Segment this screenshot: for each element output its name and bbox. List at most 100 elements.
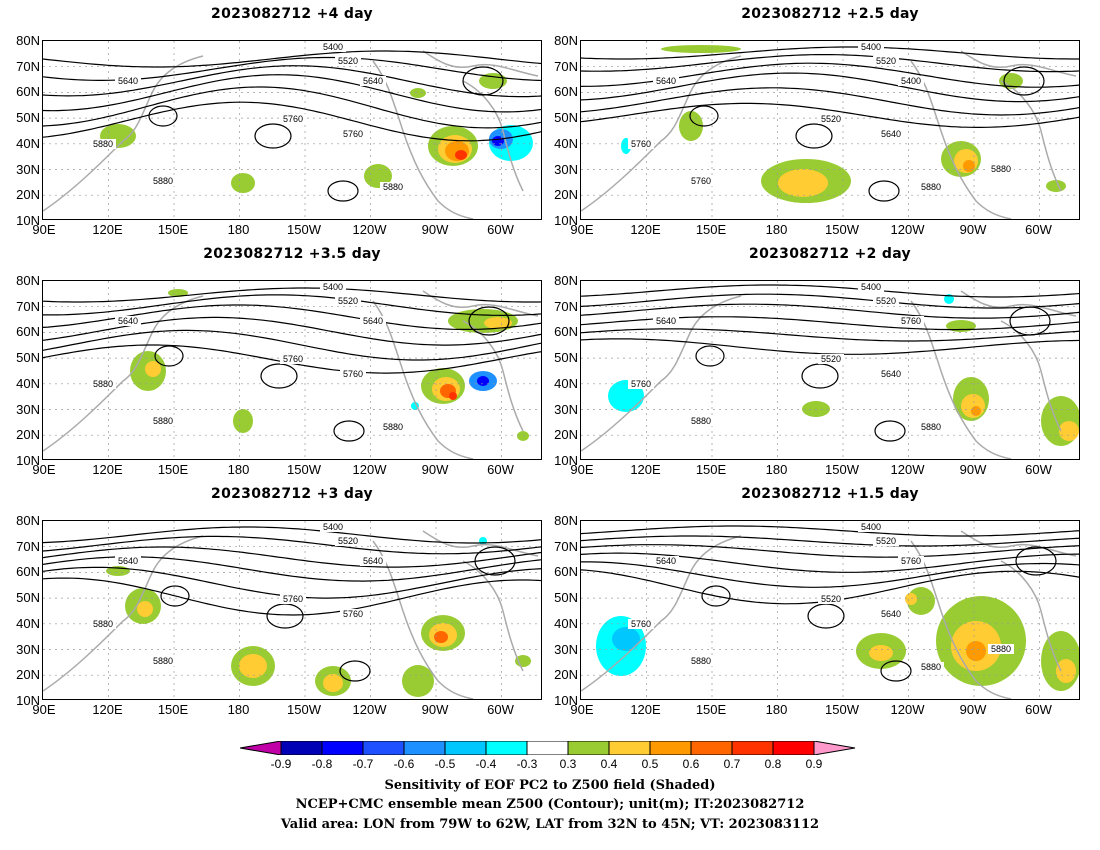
lon-tick-label: 150W: [287, 222, 321, 237]
colorbar-tick-label: -0.8: [311, 757, 333, 771]
contour-label: 5760: [283, 594, 303, 604]
lon-tick-label: 90W: [421, 702, 449, 717]
coastline: [372, 60, 474, 219]
contour-label: 5640: [881, 129, 901, 139]
lon-tick-label: 150E: [157, 702, 189, 717]
lon-tick-label: 150W: [287, 702, 321, 717]
lat-tick-label: 60N: [16, 564, 40, 580]
z500-closed-contour: [148, 105, 178, 127]
contour-label: 5520: [821, 354, 841, 364]
lat-tick-label: 50N: [16, 350, 40, 366]
colorbar-tick-label: 0.3: [559, 757, 577, 771]
z500-closed-contour: [880, 660, 912, 682]
contour-label: 5520: [338, 536, 358, 546]
z500-closed-contour: [874, 420, 906, 442]
z500-contour: [43, 65, 541, 98]
z500-contour: [581, 46, 1079, 60]
sensitivity-shading: [1059, 421, 1079, 441]
map-panel-3: 5400 5520 5640 5640 5760 5760 5880 5880 5880: [42, 280, 542, 460]
lon-tick-label: 180: [765, 222, 788, 237]
colorbar-swatch: [690, 741, 733, 755]
contour-label: 5880: [691, 656, 711, 666]
sensitivity-shading: [869, 645, 893, 661]
z500-closed-contour: [801, 363, 839, 389]
z500-contour: [581, 54, 1079, 73]
colorbar-swatch: [362, 741, 405, 755]
z500-contour: [43, 546, 541, 568]
colorbar-swatch: [567, 741, 610, 755]
sensitivity-shading: [484, 317, 512, 329]
z500-contour: [581, 303, 1079, 319]
sensitivity-shading: [479, 537, 487, 545]
z500-closed-contour: [701, 585, 731, 607]
z500-closed-contour: [868, 180, 900, 202]
z500-closed-contour: [695, 345, 725, 367]
colorbar-swatch: [444, 741, 487, 755]
lat-tick-label: 60N: [554, 324, 578, 340]
coastline: [581, 295, 742, 452]
contour-label: 5640: [363, 556, 383, 566]
lon-tick-label: 180: [227, 222, 250, 237]
z500-contour: [581, 552, 1079, 573]
contour-label: 5400: [323, 522, 343, 532]
lon-tick-label: 90E: [32, 462, 56, 477]
coastline: [960, 530, 1077, 557]
lat-tick-label: 70N: [554, 538, 578, 554]
lat-tick-label: 10N: [16, 692, 40, 708]
contour-label: 5640: [118, 76, 138, 86]
contour-label: 5640: [881, 609, 901, 619]
lat-tick-label: 70N: [16, 538, 40, 554]
contour-label: 5640: [363, 316, 383, 326]
lon-tick-label: 60W: [487, 222, 514, 237]
lat-tick-label: 50N: [554, 110, 578, 126]
lon-tick-label: 150W: [825, 222, 859, 237]
contour-label: 5760: [901, 556, 921, 566]
lon-tick-label: 90W: [959, 702, 987, 717]
contour-label: 5760: [343, 609, 363, 619]
z500-contour: [581, 72, 1079, 103]
colorbar-tick-label: -0.7: [352, 757, 374, 771]
sensitivity-shading: [963, 160, 975, 172]
panel-title: 2023082712 +2.5 day: [741, 6, 919, 22]
lon-tick-label: 150E: [695, 462, 727, 477]
lat-tick-label: 20N: [16, 667, 40, 683]
lon-tick-label: 120E: [92, 462, 123, 477]
lat-tick-label: 60N: [16, 84, 40, 100]
contour-label: 5640: [881, 369, 901, 379]
lon-tick-label: 90E: [570, 462, 594, 477]
lat-tick-label: 60N: [16, 324, 40, 340]
lat-tick-label: 10N: [554, 212, 578, 228]
coastline: [581, 55, 742, 212]
colorbar-swatch: [649, 741, 692, 755]
lat-tick-label: 80N: [554, 273, 578, 288]
z500-contour: [43, 50, 541, 68]
coastline: [372, 540, 474, 699]
lat-tick-label: 80N: [16, 33, 40, 48]
coastline: [422, 50, 539, 77]
contour-label: 5880: [153, 176, 173, 186]
z500-closed-contour: [468, 306, 510, 336]
contour-label: 5520: [338, 296, 358, 306]
lon-tick-label: 120W: [352, 462, 387, 477]
lat-tick-label: 70N: [16, 298, 40, 314]
contour-label: 5880: [991, 644, 1011, 654]
map-panel-1: 5400 5520 5640 5640 5760 5760 5880 5880 5880: [42, 40, 542, 220]
lat-tick-label: 80N: [16, 513, 40, 528]
colorbar-swatch: [608, 741, 651, 755]
lon-tick-label: 120W: [890, 462, 925, 477]
coastline: [462, 320, 524, 432]
colorbar-tick-label: -0.4: [475, 757, 497, 771]
lat-tick-label: 30N: [554, 641, 578, 657]
contour-label: 5400: [861, 522, 881, 532]
sensitivity-shading: [661, 45, 741, 53]
z500-closed-contour: [339, 660, 371, 682]
lon-tick-label: 90E: [32, 702, 56, 717]
contour-label: 5520: [338, 56, 358, 66]
sensitivity-shading: [1056, 659, 1076, 683]
lat-tick-label: 40N: [16, 135, 40, 151]
contour-label: 5760: [283, 354, 303, 364]
colorbar-arrow-right: [813, 741, 856, 755]
z500-contour: [43, 535, 541, 555]
lat-tick-label: 20N: [16, 427, 40, 443]
lat-tick-label: 10N: [16, 452, 40, 468]
